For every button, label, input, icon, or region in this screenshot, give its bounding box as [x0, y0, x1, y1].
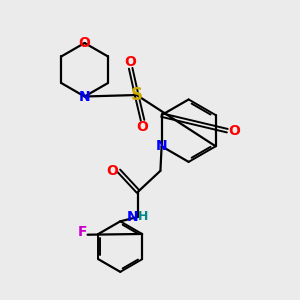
Text: N: N	[156, 139, 167, 153]
Text: N: N	[79, 89, 90, 103]
Text: O: O	[125, 55, 136, 69]
Text: F: F	[77, 225, 87, 239]
Text: H: H	[138, 210, 148, 224]
Text: O: O	[106, 164, 118, 178]
Text: O: O	[79, 36, 91, 50]
Text: O: O	[136, 120, 148, 134]
Text: O: O	[228, 124, 240, 138]
Text: S: S	[130, 86, 142, 104]
Text: N: N	[127, 210, 139, 224]
